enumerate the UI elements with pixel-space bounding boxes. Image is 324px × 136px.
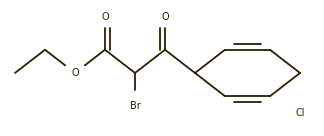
Text: Cl: Cl [295, 108, 305, 118]
Text: Br: Br [130, 101, 140, 111]
Text: O: O [161, 12, 169, 22]
Text: O: O [71, 68, 79, 78]
Text: O: O [101, 12, 109, 22]
